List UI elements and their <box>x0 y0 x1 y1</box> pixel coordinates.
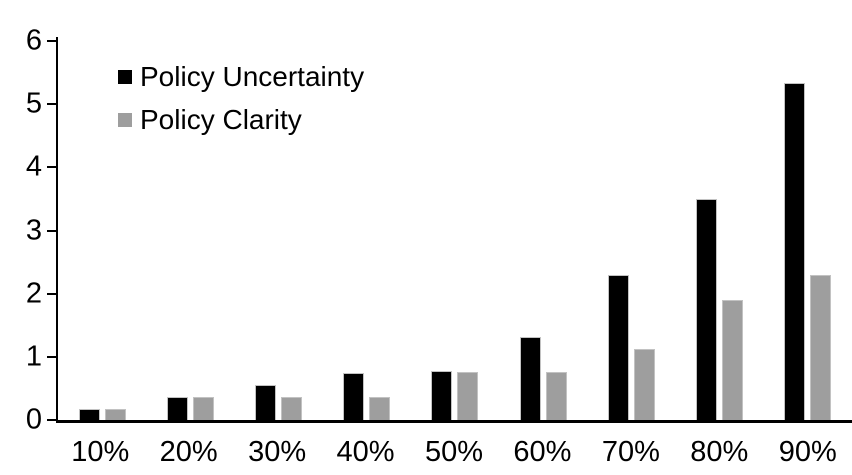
y-tick-mark <box>47 103 56 106</box>
y-tick-label: 5 <box>25 87 42 120</box>
legend-item-policy-clarity: Policy Clarity <box>118 105 364 135</box>
bar-policy-uncertainty-10% <box>78 408 100 420</box>
legend: Policy Uncertainty Policy Clarity <box>118 62 364 148</box>
x-tick-label: 20% <box>159 436 218 468</box>
bar-policy-clarity-20% <box>192 397 214 420</box>
y-tick-mark <box>47 166 56 169</box>
bar-policy-uncertainty-30% <box>255 385 277 420</box>
x-tick-label: 30% <box>248 436 307 468</box>
bar-policy-clarity-50% <box>457 372 479 420</box>
y-tick-mark <box>47 292 56 295</box>
bar-group-60% <box>499 41 587 420</box>
x-tick-label: 10% <box>71 436 130 468</box>
y-tick-label: 1 <box>25 340 42 373</box>
x-tick-label: 40% <box>336 436 395 468</box>
bar-group-80% <box>676 41 764 420</box>
x-tick-label: 60% <box>513 436 572 468</box>
x-tick-label: 70% <box>601 436 660 468</box>
x-tick-label: 50% <box>424 436 483 468</box>
legend-label-policy-clarity: Policy Clarity <box>140 104 302 135</box>
y-tick-mark <box>47 40 56 42</box>
x-tick-label: 90% <box>778 436 837 468</box>
y-tick-label: 2 <box>25 277 42 310</box>
bar-policy-clarity-60% <box>545 372 567 420</box>
bar-policy-uncertainty-50% <box>431 371 453 420</box>
bar-policy-clarity-30% <box>281 397 303 420</box>
bar-group-70% <box>587 41 675 420</box>
bar-policy-clarity-90% <box>810 274 832 420</box>
bar-policy-uncertainty-60% <box>519 336 541 420</box>
y-tick-mark <box>47 355 56 358</box>
bar-group-40% <box>323 41 411 420</box>
legend-item-policy-uncertainty: Policy Uncertainty <box>118 62 364 92</box>
bar-group-50% <box>411 41 499 420</box>
bar-group-20% <box>146 41 234 420</box>
bar-policy-uncertainty-40% <box>343 372 365 420</box>
y-axis-labels: 0 1 2 3 4 5 6 <box>0 26 42 434</box>
bar-policy-clarity-40% <box>369 396 391 420</box>
bar-policy-uncertainty-70% <box>607 274 629 420</box>
bar-policy-clarity-10% <box>104 408 126 420</box>
bar-policy-uncertainty-20% <box>166 396 188 420</box>
bar-policy-uncertainty-90% <box>784 83 806 420</box>
bar-policy-clarity-70% <box>633 348 655 420</box>
y-tick-mark <box>47 229 56 232</box>
x-axis-labels: 10% 20% 30% 40% 50% 60% 70% 80% 90% <box>56 438 852 467</box>
y-tick-mark <box>47 419 56 421</box>
legend-swatch-policy-uncertainty <box>118 70 132 84</box>
legend-swatch-policy-clarity <box>118 113 132 127</box>
bar-group-10% <box>58 41 146 420</box>
y-tick-label: 3 <box>25 214 42 246</box>
y-tick-label: 6 <box>25 24 42 57</box>
y-tick-label: 0 <box>25 403 42 436</box>
legend-label-policy-uncertainty: Policy Uncertainty <box>140 61 365 92</box>
bar-group-90% <box>764 41 852 420</box>
x-tick-label: 80% <box>690 436 749 468</box>
bar-policy-uncertainty-80% <box>696 198 718 420</box>
plot-area <box>47 37 852 423</box>
bar-policy-clarity-80% <box>722 299 744 420</box>
bar-group-30% <box>234 41 322 420</box>
y-tick-label: 4 <box>25 150 42 183</box>
